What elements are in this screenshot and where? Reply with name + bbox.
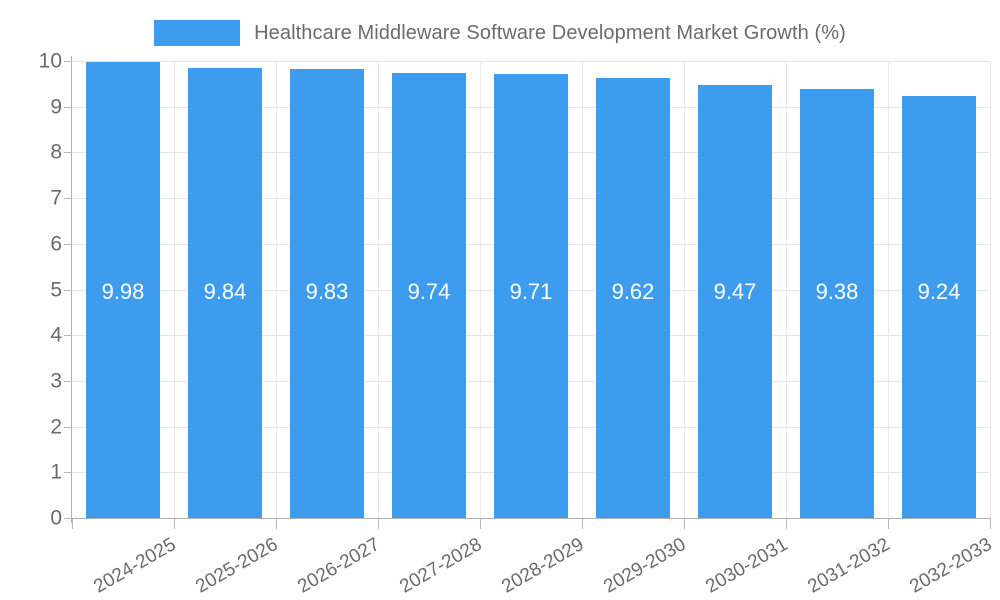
- vertical-gridline: [684, 61, 685, 518]
- bar-value-label: 9.47: [713, 279, 757, 305]
- bar-value-label: 9.98: [101, 279, 145, 305]
- x-tick-label: 2028-2029: [498, 534, 588, 598]
- y-tick-label: 2: [50, 415, 62, 439]
- y-tick-mark: [64, 152, 72, 153]
- x-tick-label: 2027-2028: [396, 534, 486, 598]
- x-tick-mark: [888, 519, 889, 529]
- y-tick-label: 0: [50, 506, 62, 530]
- y-tick-label: 10: [38, 49, 62, 73]
- y-axis-line: [71, 56, 72, 523]
- vertical-gridline: [888, 61, 889, 518]
- vertical-gridline: [276, 61, 277, 518]
- legend-item-market-growth[interactable]: Healthcare Middleware Software Developme…: [154, 20, 846, 46]
- y-tick-label: 7: [50, 186, 62, 210]
- vertical-gridline: [582, 61, 583, 518]
- bar[interactable]: [697, 85, 773, 518]
- y-tick-mark: [64, 198, 72, 199]
- bar[interactable]: [799, 89, 875, 518]
- vertical-gridline: [786, 61, 787, 518]
- vertical-gridline: [378, 61, 379, 518]
- bar-value-label: 9.74: [407, 279, 451, 305]
- y-tick-label: 6: [50, 232, 62, 256]
- y-tick-mark: [64, 244, 72, 245]
- vertical-gridline: [174, 61, 175, 518]
- x-tick-label: 2024-2025: [90, 534, 180, 598]
- vertical-gridline: [480, 61, 481, 518]
- vertical-gridline: [990, 61, 991, 518]
- bar-value-label: 9.24: [917, 279, 961, 305]
- bar[interactable]: [595, 78, 671, 518]
- legend-label: Healthcare Middleware Software Developme…: [254, 21, 846, 44]
- x-tick-mark: [582, 519, 583, 529]
- x-tick-label: 2025-2026: [192, 534, 282, 598]
- y-tick-mark: [64, 290, 72, 291]
- y-tick-mark: [64, 518, 72, 519]
- y-tick-label: 5: [50, 278, 62, 301]
- bar[interactable]: [493, 74, 569, 518]
- x-tick-mark: [480, 519, 481, 529]
- x-tick-label: 2031-2032: [804, 534, 894, 598]
- bar[interactable]: [85, 61, 161, 518]
- legend-color-swatch: [154, 20, 241, 46]
- bar-value-label: 9.83: [305, 279, 349, 305]
- bar-value-label: 9.38: [815, 279, 859, 305]
- bar-value-label: 9.71: [509, 279, 553, 305]
- x-axis-line: [72, 518, 991, 519]
- y-tick-label: 4: [50, 323, 62, 347]
- y-tick-label: 1: [50, 460, 62, 484]
- bar[interactable]: [289, 68, 365, 518]
- x-tick-label: 2026-2027: [294, 534, 384, 598]
- x-tick-mark: [684, 519, 685, 529]
- x-tick-mark: [174, 519, 175, 529]
- bar-value-label: 9.84: [203, 279, 247, 305]
- y-tick-label: 9: [50, 95, 62, 119]
- y-tick-mark: [64, 107, 72, 108]
- y-tick-mark: [64, 472, 72, 473]
- x-tick-label: 2030-2031: [702, 534, 792, 598]
- y-tick-mark: [64, 427, 72, 428]
- x-tick-mark: [276, 519, 277, 529]
- bar[interactable]: [391, 72, 467, 518]
- x-tick-mark: [378, 519, 379, 529]
- y-tick-mark: [64, 381, 72, 382]
- horizontal-gridline: [72, 61, 990, 62]
- y-tick-mark: [64, 61, 72, 62]
- y-tick-mark: [64, 335, 72, 336]
- x-tick-mark: [72, 519, 73, 529]
- y-tick-label: 3: [50, 369, 62, 393]
- chart-legend: Healthcare Middleware Software Developme…: [0, 14, 1000, 52]
- x-tick-label: 2029-2030: [600, 534, 690, 598]
- y-tick-label: 8: [50, 140, 62, 164]
- plot-area: 9.98 9.84 9.83 9.74 9.71 9.62 9.47 9.38 9.24: [72, 61, 991, 519]
- x-tick-label: 2032-2033: [906, 534, 996, 598]
- bar[interactable]: [901, 95, 977, 518]
- bar-value-label: 9.62: [611, 279, 655, 305]
- x-tick-mark: [990, 519, 991, 529]
- x-tick-mark: [786, 519, 787, 529]
- bar[interactable]: [187, 68, 263, 518]
